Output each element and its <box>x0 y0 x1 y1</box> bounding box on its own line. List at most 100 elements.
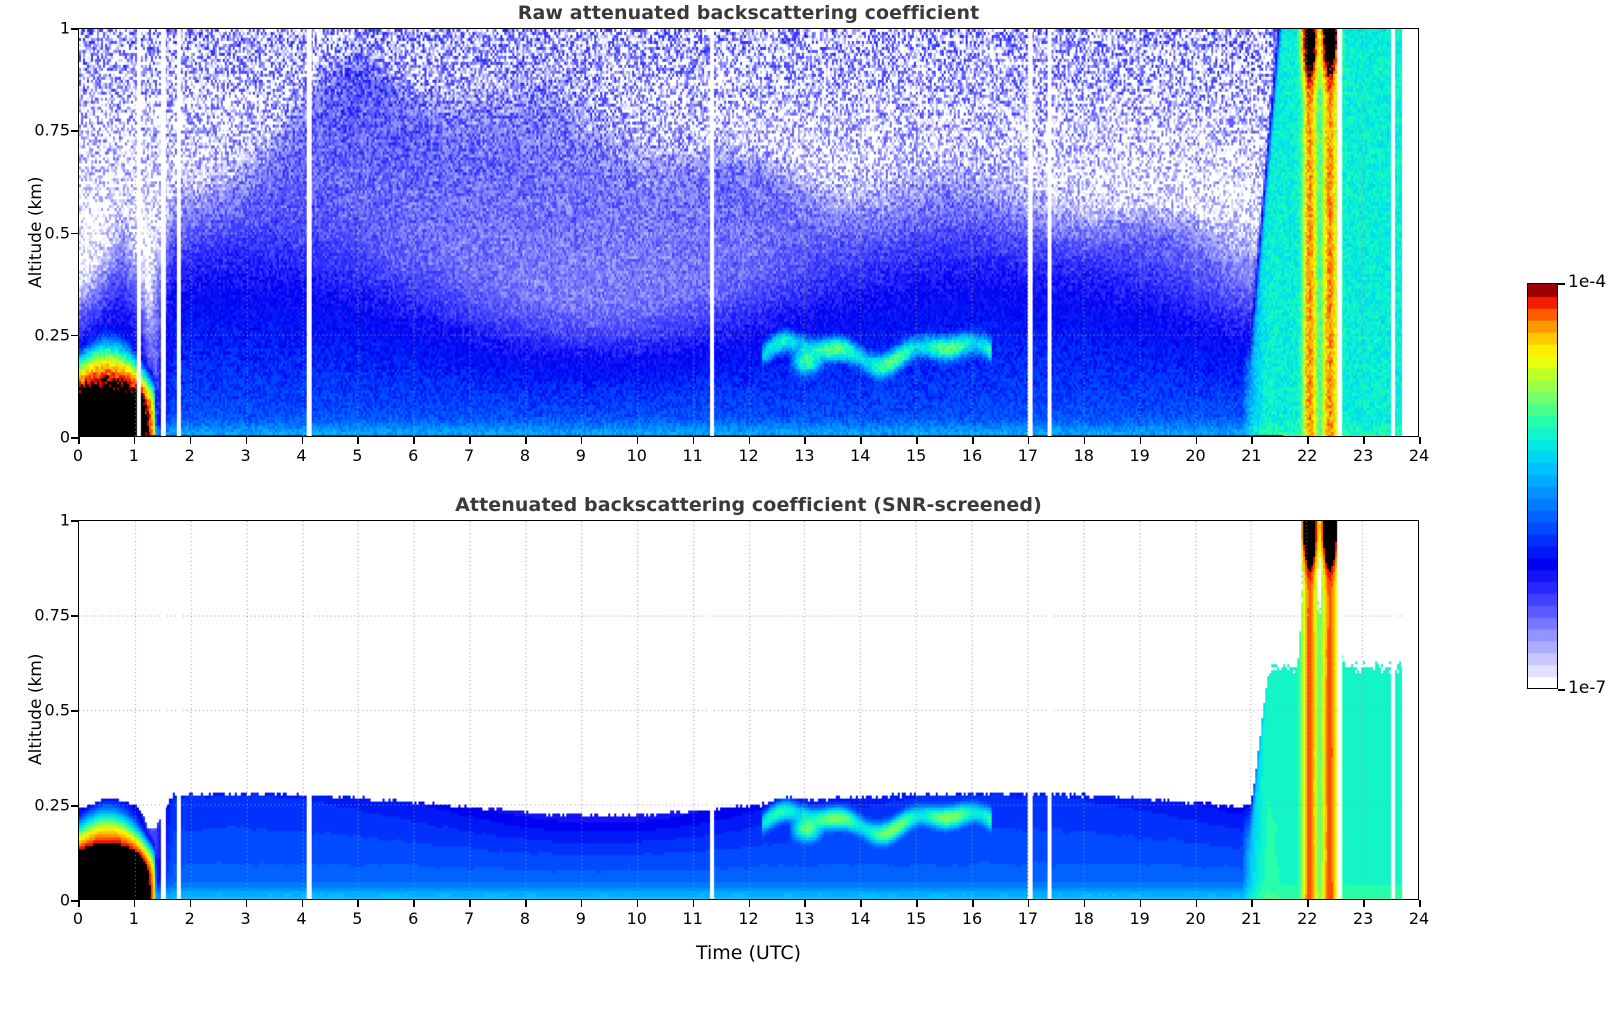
y-tick-mark <box>71 710 78 712</box>
x-tick-label: 3 <box>240 909 251 928</box>
y-tick-mark <box>71 28 78 30</box>
x-tick-label: 5 <box>352 446 363 465</box>
x-tick-mark <box>1083 437 1086 444</box>
y-tick-mark <box>71 334 78 337</box>
x-tick-mark <box>469 437 471 444</box>
x-tick-label: 17 <box>1017 446 1039 465</box>
x-tick-label: 2 <box>184 909 195 928</box>
x-tick-label: 0 <box>72 909 84 928</box>
x-tick-label: 22 <box>1297 909 1318 928</box>
x-tick-mark <box>301 437 304 444</box>
panel-1-title: Raw attenuated backscattering coefficien… <box>517 2 980 24</box>
x-tick-mark <box>189 900 192 907</box>
x-tick-mark <box>748 437 751 444</box>
x-tick-label: 2 <box>184 446 195 465</box>
x-tick-mark <box>1251 900 1253 907</box>
y-tick-label: 0.5 <box>44 223 70 242</box>
x-tick-mark <box>1139 437 1142 444</box>
x-tick-label: 19 <box>1129 446 1150 465</box>
colorbar-min-label: 1e-7 <box>1568 678 1607 698</box>
x-tick-mark <box>580 900 583 907</box>
x-axis-label: Time (UTC) <box>695 942 802 964</box>
x-tick-mark <box>1419 437 1421 444</box>
x-tick-mark <box>525 437 527 444</box>
x-tick-mark <box>916 900 918 907</box>
panel-2-heatmap <box>79 521 1418 899</box>
x-tick-mark <box>692 437 695 444</box>
x-tick-mark <box>1027 437 1030 444</box>
x-tick-label: 7 <box>464 446 475 465</box>
colorbar-tick <box>1558 689 1565 691</box>
y-tick-label: 0.25 <box>34 795 70 815</box>
x-tick-label: 4 <box>296 909 307 928</box>
x-tick-mark <box>580 437 583 444</box>
y-tick-mark <box>71 437 78 439</box>
x-tick-mark <box>301 900 304 907</box>
x-tick-label: 10 <box>626 446 647 465</box>
x-tick-label: 3 <box>240 446 251 465</box>
x-tick-mark <box>860 900 862 907</box>
x-tick-mark <box>1251 437 1253 444</box>
x-tick-mark <box>413 900 415 907</box>
x-tick-mark <box>972 900 974 907</box>
x-tick-mark <box>804 437 806 444</box>
x-tick-mark <box>1307 437 1309 444</box>
x-tick-label: 21 <box>1241 446 1262 465</box>
y-tick-mark <box>71 232 78 235</box>
x-tick-mark <box>1083 900 1086 907</box>
x-tick-mark <box>636 437 639 444</box>
x-tick-label: 4 <box>296 446 307 465</box>
x-tick-mark <box>972 437 974 444</box>
x-tick-label: 15 <box>905 909 927 928</box>
x-tick-mark <box>1195 900 1198 907</box>
colorbar[interactable] <box>1527 283 1558 689</box>
y-tick-label: 0 <box>59 427 70 447</box>
y-tick-label: 0.25 <box>34 325 70 345</box>
y-tick-label: 1 <box>59 18 70 38</box>
y-tick-mark <box>71 615 78 617</box>
panel-1-heatmap <box>79 29 1418 436</box>
x-tick-label: 19 <box>1129 909 1150 928</box>
y-tick-label: 0.5 <box>44 700 70 720</box>
x-tick-label: 6 <box>408 909 419 928</box>
x-tick-label: 18 <box>1073 909 1094 928</box>
x-tick-mark <box>78 900 80 907</box>
x-tick-label: 0 <box>72 446 84 465</box>
y-tick-label: 0.75 <box>34 120 70 140</box>
y-tick-mark <box>71 900 78 902</box>
y-tick-mark <box>71 520 78 522</box>
x-tick-mark <box>804 900 806 907</box>
x-tick-label: 17 <box>1017 909 1039 928</box>
x-tick-mark <box>133 437 136 444</box>
x-tick-mark <box>469 900 471 907</box>
x-tick-label: 12 <box>738 446 759 465</box>
x-tick-label: 11 <box>682 909 703 928</box>
x-tick-label: 23 <box>1352 909 1374 928</box>
colorbar-tick <box>1558 283 1565 285</box>
x-tick-mark <box>357 437 359 444</box>
y-tick-label: 0.75 <box>34 605 70 625</box>
y-tick-mark <box>71 130 78 132</box>
x-tick-label: 7 <box>464 909 475 928</box>
y-tick-label: 1 <box>59 510 70 530</box>
x-tick-mark <box>189 437 192 444</box>
x-tick-label: 15 <box>905 446 927 465</box>
y-tick-mark <box>71 805 78 807</box>
x-tick-label: 18 <box>1073 446 1094 465</box>
x-tick-mark <box>1419 900 1421 907</box>
x-tick-mark <box>1307 900 1309 907</box>
x-tick-label: 16 <box>961 909 983 928</box>
x-tick-mark <box>916 437 918 444</box>
panel-2-title: Attenuated backscattering coefficient (S… <box>455 494 1042 516</box>
panel-1-plot-area[interactable] <box>78 28 1419 437</box>
x-tick-mark <box>860 437 862 444</box>
x-tick-label: 14 <box>850 446 871 465</box>
x-tick-label: 20 <box>1185 909 1206 928</box>
x-tick-mark <box>1363 437 1365 444</box>
x-tick-mark <box>1139 900 1142 907</box>
panel-2-plot-area[interactable] <box>78 520 1419 900</box>
x-tick-label: 16 <box>961 446 983 465</box>
x-tick-label: 6 <box>408 446 419 465</box>
x-tick-label: 13 <box>794 446 815 465</box>
